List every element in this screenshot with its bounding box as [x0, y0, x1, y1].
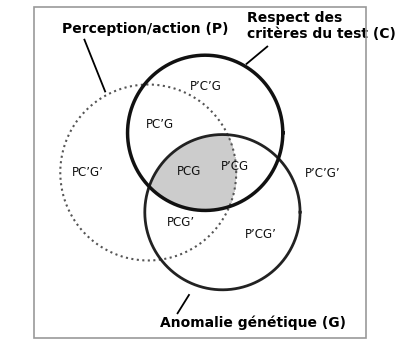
- Text: P’C’G’: P’C’G’: [305, 167, 340, 180]
- Text: Anomalie génétique (G): Anomalie génétique (G): [160, 315, 346, 330]
- Text: Perception/action (P): Perception/action (P): [62, 22, 228, 36]
- Text: P’C’G: P’C’G: [190, 80, 222, 93]
- Text: PCG’: PCG’: [167, 216, 195, 229]
- Text: PC’G’: PC’G’: [72, 166, 104, 179]
- Text: PCG: PCG: [177, 165, 201, 178]
- Text: P’CG: P’CG: [221, 160, 249, 173]
- Text: PC’G: PC’G: [146, 118, 174, 131]
- Text: Respect des
critères du test (C): Respect des critères du test (C): [246, 11, 396, 41]
- Text: P’CG’: P’CG’: [244, 228, 276, 241]
